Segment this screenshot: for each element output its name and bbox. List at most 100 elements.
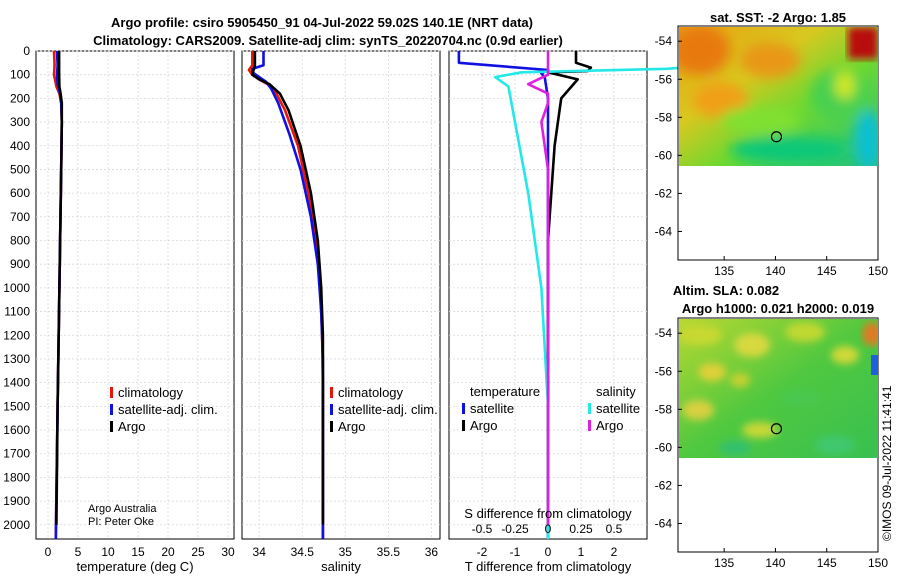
x2-tick-label: 0 bbox=[545, 522, 552, 536]
sla-map-x-ticks: 135 140 145 150 bbox=[714, 548, 888, 570]
x-tick-label: 0 bbox=[45, 545, 52, 559]
series-line-argo bbox=[251, 51, 325, 525]
x-tick-label: 0 bbox=[545, 545, 552, 559]
depth-tick-label: 600 bbox=[10, 186, 30, 200]
figure-title-line2: Climatology: CARS2009. Satellite-adj cli… bbox=[93, 33, 563, 48]
salinity-legend: climatology satellite-adj. clim. Argo bbox=[330, 385, 438, 434]
sal-legend-swatch-argo bbox=[330, 421, 333, 432]
temperature-series bbox=[52, 50, 64, 540]
sst-map-panel: sat. SST: -2 Argo: 1.85 135 140 145 150 -54… bbox=[655, 10, 889, 278]
series-line-salinity-argo bbox=[526, 51, 550, 525]
difference-gridlines bbox=[449, 50, 647, 539]
sal-legend-label-satellite: satellite-adj. clim. bbox=[338, 402, 438, 417]
x2-tick-label: 0.5 bbox=[606, 522, 623, 536]
depth-tick-label: 0 bbox=[23, 44, 30, 58]
difference-x-label: T difference from climatology bbox=[465, 559, 632, 574]
legend-swatch-satellite bbox=[110, 404, 113, 415]
depth-tick-label: 1400 bbox=[3, 376, 30, 390]
map-y-tick-label: -58 bbox=[655, 402, 673, 416]
x2-tick-label: -0.5 bbox=[472, 522, 493, 536]
map-x-tick-label: 150 bbox=[868, 264, 888, 278]
depth-tick-label: 2000 bbox=[3, 518, 30, 532]
diff-legend-swatch-t-argo bbox=[462, 420, 465, 431]
sst-map-title: sat. SST: -2 Argo: 1.85 bbox=[710, 10, 846, 25]
temperature-x-ticks: 0 5 10 15 20 25 30 bbox=[45, 545, 235, 559]
depth-tick-label: 1800 bbox=[3, 470, 30, 484]
credit-org: Argo Australia bbox=[88, 503, 157, 515]
diff-legend-label-t-argo: Argo bbox=[470, 418, 497, 433]
depth-tick-label: 500 bbox=[10, 162, 30, 176]
salinity-panel: 34 34.5 35 35.5 36 salinity climatology sate… bbox=[241, 50, 441, 574]
sal-legend-label-argo: Argo bbox=[338, 419, 365, 434]
credit-pi: PI: Peter Oke bbox=[88, 516, 154, 528]
depth-tick-label: 1500 bbox=[3, 399, 30, 413]
x-tick-label: 35.5 bbox=[377, 545, 401, 559]
diff-legend-swatch-s-argo bbox=[588, 420, 591, 431]
sal-legend-swatch-satellite bbox=[330, 404, 333, 415]
salinity-series bbox=[247, 51, 325, 539]
map-y-tick-label: -64 bbox=[655, 224, 673, 238]
x-tick-label: 15 bbox=[131, 545, 145, 559]
depth-tick-label: 300 bbox=[10, 115, 30, 129]
x-tick-label: 34 bbox=[253, 545, 267, 559]
depth-tick-label: 700 bbox=[10, 210, 30, 224]
map-y-tick-label: -56 bbox=[655, 72, 673, 86]
sla-map-title-line2: Argo h1000: 0.021 h2000: 0.019 bbox=[682, 301, 874, 316]
map-y-tick-label: -54 bbox=[655, 34, 673, 48]
map-x-tick-label: 135 bbox=[714, 556, 734, 570]
x-tick-label: -1 bbox=[510, 545, 521, 559]
map-x-tick-label: 150 bbox=[868, 556, 888, 570]
diff-legend-label-t-satellite: satellite bbox=[470, 401, 514, 416]
diff-legend-title-salinity: salinity bbox=[596, 384, 636, 399]
x2-tick-label: 0.25 bbox=[569, 522, 593, 536]
x-tick-label: 25 bbox=[191, 545, 205, 559]
map-x-tick-label: 135 bbox=[714, 264, 734, 278]
x-tick-label: 30 bbox=[221, 545, 235, 559]
x-tick-label: 35 bbox=[339, 545, 353, 559]
legend-swatch-argo bbox=[110, 421, 113, 432]
sst-field bbox=[679, 27, 878, 166]
salinity-x-ticks: 34 34.5 35 35.5 36 bbox=[253, 545, 439, 559]
salinity-axes-frame bbox=[241, 50, 441, 540]
sla-field bbox=[679, 319, 878, 458]
diff-legend-title-temperature: temperature bbox=[470, 384, 540, 399]
x-tick-label: 34.5 bbox=[291, 545, 315, 559]
x-tick-label: 1 bbox=[578, 545, 585, 559]
x-tick-label: 5 bbox=[75, 545, 82, 559]
map-x-tick-label: 145 bbox=[817, 556, 837, 570]
sst-map-y-ticks: -54 -56 -58 -60 -62 -64 bbox=[655, 34, 682, 238]
temperature-gridlines bbox=[36, 50, 234, 539]
difference-legend: temperature salinity satellite Argo sate… bbox=[462, 384, 640, 433]
sla-map-y-ticks: -54 -56 -58 -60 -62 -64 bbox=[655, 326, 682, 530]
series-line-argo bbox=[55, 51, 64, 525]
map-y-tick-label: -62 bbox=[655, 478, 673, 492]
salinity-gridlines bbox=[242, 50, 440, 539]
difference-panel: -2 -1 0 1 2 T difference from climatology S … bbox=[448, 50, 748, 574]
x-tick-label: 36 bbox=[425, 545, 439, 559]
map-x-tick-label: 140 bbox=[765, 556, 785, 570]
x-tick-label: -2 bbox=[477, 545, 488, 559]
map-y-tick-label: -60 bbox=[655, 148, 673, 162]
map-x-tick-label: 145 bbox=[817, 264, 837, 278]
depth-tick-label: 1900 bbox=[3, 494, 30, 508]
depth-tick-label: 200 bbox=[10, 91, 30, 105]
depth-tick-label: 1300 bbox=[3, 352, 30, 366]
difference-x-ticks: -2 -1 0 1 2 bbox=[477, 545, 618, 559]
depth-tick-label: 1000 bbox=[3, 281, 30, 295]
depth-tick-label: 1600 bbox=[3, 423, 30, 437]
sla-argo-location-marker bbox=[770, 423, 783, 435]
depth-tick-label: 900 bbox=[10, 257, 30, 271]
diff-legend-label-s-argo: Argo bbox=[596, 418, 623, 433]
temperature-axes-frame bbox=[35, 50, 235, 540]
depth-tick-label: 400 bbox=[10, 139, 30, 153]
legend-label-satellite: satellite-adj. clim. bbox=[118, 402, 218, 417]
diff-legend-swatch-t-satellite bbox=[462, 403, 465, 414]
imos-credit: ©IMOS 09-Jul-2022 11:41:41 bbox=[880, 385, 894, 541]
diff-legend-swatch-s-satellite bbox=[588, 403, 591, 414]
map-y-tick-label: -60 bbox=[655, 440, 673, 454]
map-y-tick-label: -58 bbox=[655, 110, 673, 124]
salinity-x-label: salinity bbox=[321, 559, 361, 574]
sal-legend-swatch-climatology bbox=[330, 387, 333, 398]
legend-label-argo: Argo bbox=[118, 419, 145, 434]
sst-map-x-ticks: 135 140 145 150 bbox=[714, 256, 888, 278]
